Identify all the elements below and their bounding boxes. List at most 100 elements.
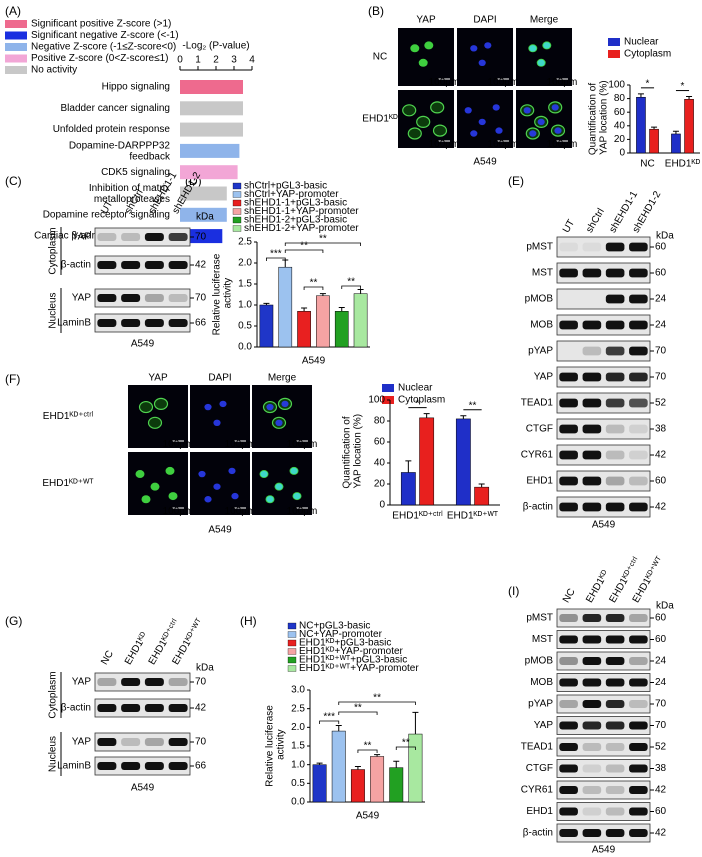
category-label: Dopamine-DARPPP32 feedback: [69, 140, 171, 162]
blot-band: [559, 614, 578, 622]
row-label: MST: [532, 634, 553, 645]
row-label: β-actin: [61, 260, 91, 271]
blot-band: [97, 319, 117, 327]
significance-bracket: [338, 701, 416, 705]
bar: [180, 165, 238, 180]
row-label: YAP: [72, 293, 92, 304]
caption: A549: [473, 157, 497, 168]
dapi-stain: [290, 467, 298, 475]
blot-band: [629, 294, 648, 304]
blot-band: [629, 678, 648, 687]
row-label: pMOB: [525, 656, 554, 667]
blot-band: [605, 320, 625, 330]
blot-band: [559, 320, 578, 330]
significance-label: ***: [323, 712, 335, 723]
error-bar: [637, 93, 644, 98]
dapi-stain: [484, 42, 492, 49]
significance-bracket: [338, 711, 378, 715]
bar: [278, 266, 293, 348]
blot-band: [168, 678, 188, 686]
row-label: LaminB: [57, 318, 91, 329]
blot-band: [605, 700, 625, 708]
blot-band: [559, 807, 578, 816]
x-tick-label: 3: [231, 55, 237, 66]
blot-band: [605, 424, 625, 434]
dapi-stain: [470, 130, 478, 137]
x-axis-title: A549: [302, 356, 326, 367]
blot-band: [582, 346, 602, 356]
blot-band: [121, 762, 141, 770]
bar: [180, 80, 243, 94]
legend-swatch: [287, 622, 297, 630]
blot-band: [559, 743, 578, 751]
unit-label: kDa: [196, 663, 214, 674]
kda-label: 60: [655, 242, 667, 253]
significance-bracket: [284, 249, 324, 253]
significance-label: **: [347, 277, 355, 288]
significance-label: *: [416, 398, 420, 409]
micrograph: [190, 452, 250, 515]
significance-bracket: [284, 242, 361, 246]
error-bar: [319, 293, 326, 296]
blot-band: [168, 261, 188, 269]
blot-band: [559, 721, 578, 730]
y-tick-label: 1.0: [291, 759, 305, 770]
yap-stain: [402, 104, 417, 117]
x-tick-label: EHD1ᴷᴰ⁺ᵂᵀ: [447, 511, 499, 522]
bar: [350, 769, 365, 803]
yap-stain: [416, 115, 431, 129]
dapi-stain: [260, 470, 268, 478]
lane-label: shCtrl: [584, 207, 607, 235]
caption: A549: [131, 783, 155, 794]
blot-band: [629, 398, 648, 408]
blot-band: [144, 233, 164, 241]
dapi-stain: [213, 483, 221, 490]
text-line: Relative luciferase: [264, 705, 275, 787]
blot-band: [168, 319, 188, 327]
blot-band: [629, 635, 648, 644]
yap-stain: [168, 492, 178, 501]
y-tick-label: 2.0: [238, 258, 252, 269]
error-bar: [338, 307, 345, 312]
axis-title: -Log₂ (P-value): [182, 41, 249, 52]
legend-label: shCtrl+YAP-promoter: [244, 189, 339, 200]
scale-bar-label: 100μm: [225, 506, 256, 517]
blot-band: [582, 320, 602, 330]
compartment-label: Cytoplasm: [48, 671, 59, 718]
row-label: EHD1ᴷᴰ⁺ᶜᵗʳˡ: [43, 411, 94, 422]
blot-band: [582, 764, 602, 773]
legend-label: Significant negative Z-score (<-1): [31, 30, 179, 41]
blot-band: [582, 398, 602, 408]
yap-stain: [141, 495, 151, 504]
significance-label: **: [310, 278, 318, 289]
blot-band: [629, 450, 648, 460]
error-bar: [282, 259, 289, 268]
blot-band: [629, 372, 648, 382]
kda-label: 60: [655, 806, 667, 817]
yap-stain: [432, 124, 448, 137]
y-tick-label: 80: [374, 416, 386, 427]
blot-band: [629, 700, 648, 708]
lane-label: UT: [561, 218, 577, 235]
micrograph: [516, 28, 572, 86]
row-label: TEAD1: [521, 398, 554, 409]
legend-label: shEHD1-1+pGL3-basic: [244, 198, 347, 209]
legend-label: shEHD1-2+YAP-promoter: [244, 223, 359, 234]
blot-band: [605, 807, 625, 816]
legend-swatch: [5, 66, 27, 74]
kda-label: 70: [655, 720, 667, 731]
blot-band: [582, 372, 602, 382]
row-label: YAP: [534, 372, 554, 383]
dapi-stain: [492, 104, 500, 111]
dapi-stain: [478, 59, 486, 66]
blot-band: [582, 502, 602, 512]
kda-label: 60: [655, 634, 667, 645]
yap-stain: [430, 101, 445, 114]
significance-bracket: [319, 720, 340, 724]
y-tick-label: 0.0: [238, 342, 252, 353]
blot-band: [168, 294, 188, 302]
dapi-stain: [281, 400, 289, 408]
bar: [180, 229, 223, 244]
row-label: NC: [373, 52, 387, 63]
blot-band: [605, 450, 625, 460]
